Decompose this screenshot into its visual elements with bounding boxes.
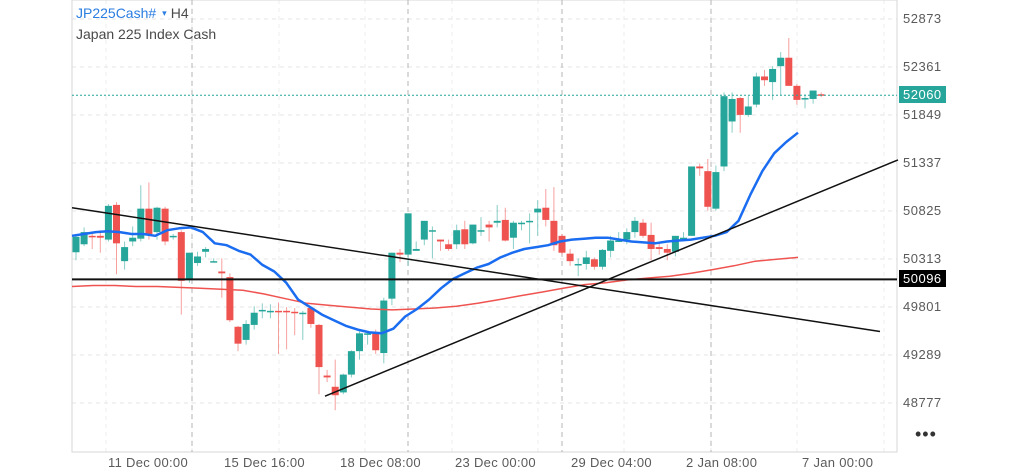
instrument-description: Japan 225 Index Cash (76, 26, 217, 42)
descending-trendline (71, 206, 881, 333)
chart-header: JP225Cash# ▾ H4 Japan 225 Index Cash (76, 5, 216, 42)
price-tick-label: 48777 (903, 395, 942, 410)
time-tick-label: 23 Dec 00:00 (455, 455, 536, 470)
price-tick-label: 52873 (903, 11, 942, 26)
dropdown-caret-icon[interactable]: ▾ (162, 8, 167, 18)
price-tick-label: 52361 (903, 59, 942, 74)
more-options-icon[interactable]: ••• (915, 424, 937, 444)
drawn-trendlines[interactable] (71, 159, 899, 397)
price-tick-label: 50313 (903, 251, 942, 266)
ascending-trendline (324, 159, 899, 397)
moving-averages (71, 131, 799, 335)
time-tick-label: 11 Dec 00:00 (108, 455, 188, 470)
price-tick-label: 51849 (903, 107, 942, 122)
time-tick-label: 15 Dec 16:00 (224, 455, 305, 470)
price-tick-label: 51337 (903, 155, 942, 170)
plot-frame (71, 0, 898, 453)
time-tick-label: 29 Dec 04:00 (571, 455, 652, 470)
time-tick-label: 7 Jan 00:00 (802, 455, 874, 470)
last-price-tag: 52060 (899, 86, 946, 104)
candlesticks (72, 38, 825, 411)
time-tick-label: 18 Dec 08:00 (340, 455, 421, 470)
horizontal-line-price-tag: 50096 (899, 270, 946, 288)
symbol-selector[interactable]: JP225Cash# (76, 5, 157, 21)
price-tick-label: 49801 (903, 299, 942, 314)
price-tick-label: 50825 (903, 203, 942, 218)
time-tick-label: 2 Jan 08:00 (686, 455, 758, 470)
price-tick-label: 49289 (903, 347, 942, 362)
timeframe-label[interactable]: H4 (170, 5, 189, 21)
